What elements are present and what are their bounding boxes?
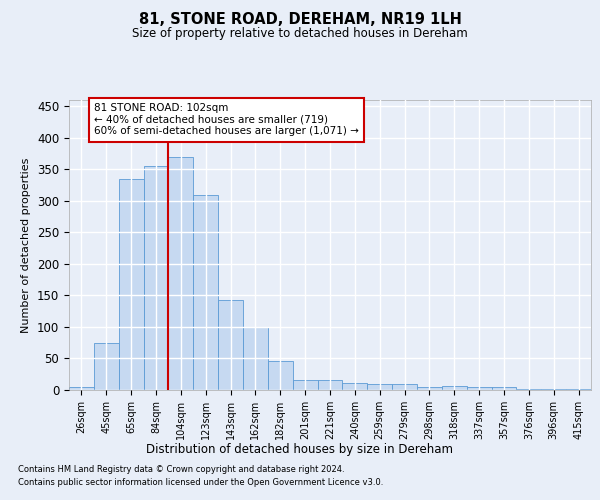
Bar bbox=[94, 342, 119, 390]
Bar bbox=[193, 194, 218, 390]
Bar bbox=[293, 380, 317, 390]
Bar bbox=[367, 384, 392, 390]
Bar bbox=[417, 387, 442, 390]
Bar bbox=[119, 179, 143, 390]
Bar bbox=[541, 388, 566, 390]
Bar bbox=[491, 387, 517, 390]
Bar bbox=[317, 380, 343, 390]
Bar bbox=[467, 387, 491, 390]
Text: Contains HM Land Registry data © Crown copyright and database right 2024.: Contains HM Land Registry data © Crown c… bbox=[18, 466, 344, 474]
Bar bbox=[143, 166, 169, 390]
Bar bbox=[69, 387, 94, 390]
Text: 81, STONE ROAD, DEREHAM, NR19 1LH: 81, STONE ROAD, DEREHAM, NR19 1LH bbox=[139, 12, 461, 28]
Bar bbox=[343, 383, 367, 390]
Y-axis label: Number of detached properties: Number of detached properties bbox=[22, 158, 31, 332]
Bar bbox=[218, 300, 243, 390]
Bar bbox=[268, 361, 293, 390]
Bar bbox=[169, 156, 193, 390]
Bar bbox=[392, 384, 417, 390]
Text: Distribution of detached houses by size in Dereham: Distribution of detached houses by size … bbox=[146, 442, 454, 456]
Text: 81 STONE ROAD: 102sqm
← 40% of detached houses are smaller (719)
60% of semi-det: 81 STONE ROAD: 102sqm ← 40% of detached … bbox=[94, 103, 359, 136]
Bar bbox=[566, 388, 591, 390]
Text: Contains public sector information licensed under the Open Government Licence v3: Contains public sector information licen… bbox=[18, 478, 383, 487]
Text: Size of property relative to detached houses in Dereham: Size of property relative to detached ho… bbox=[132, 28, 468, 40]
Bar bbox=[517, 388, 541, 390]
Bar bbox=[442, 386, 467, 390]
Bar bbox=[243, 327, 268, 390]
